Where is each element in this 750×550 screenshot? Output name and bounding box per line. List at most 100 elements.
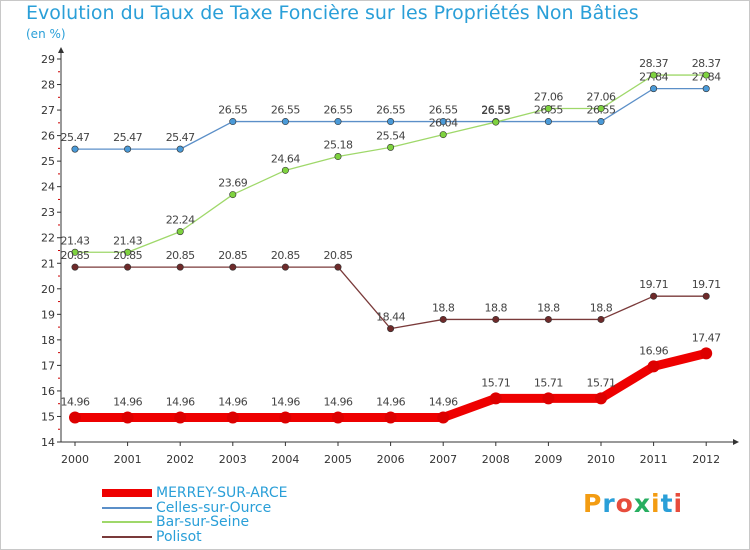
data-point: [650, 85, 658, 93]
legend-swatch: [102, 506, 152, 509]
x-axis-arrow: [733, 439, 739, 445]
y-tick-label: 17: [41, 359, 55, 372]
x-tick-label: 2000: [61, 453, 89, 466]
chart-title: Evolution du Taux de Taxe Foncière sur l…: [26, 2, 639, 24]
legend-item: MERREY-SUR-ARCE: [102, 486, 287, 501]
data-label: 18.8: [485, 301, 508, 314]
data-point: [650, 292, 658, 300]
data-point: [700, 347, 713, 360]
y-tick-label: 19: [41, 308, 55, 321]
legend-item: Polisot: [102, 530, 287, 545]
data-point: [489, 392, 502, 405]
data-label: 26.55: [481, 104, 510, 117]
brand-letter: P: [583, 489, 603, 518]
x-tick-label: 2007: [429, 453, 457, 466]
data-point: [176, 145, 184, 153]
data-point: [387, 325, 395, 333]
data-point: [176, 228, 184, 236]
data-label: 20.85: [61, 249, 90, 262]
data-label: 15.71: [481, 376, 510, 389]
data-point: [595, 392, 607, 405]
data-point: [281, 118, 289, 126]
y-tick-label: 28: [41, 79, 55, 92]
data-label: 26.55: [271, 104, 300, 117]
y-tick-label: 25: [41, 155, 55, 168]
data-label: 25.54: [376, 129, 405, 142]
data-point: [387, 143, 395, 151]
data-label: 19.71: [692, 278, 721, 291]
data-point: [69, 411, 81, 424]
data-label: 20.85: [324, 249, 353, 262]
data-point: [702, 71, 710, 79]
legend-swatch: [102, 521, 152, 524]
data-label: 14.96: [166, 395, 195, 408]
x-tick-label: 2006: [377, 453, 405, 466]
data-label: 27.06: [587, 91, 616, 104]
data-label: 26.04: [429, 117, 458, 130]
data-point: [387, 118, 395, 126]
data-label: 18.8: [432, 301, 455, 314]
data-label: 25.47: [113, 131, 142, 144]
y-tick-label: 15: [41, 410, 55, 423]
data-point: [229, 263, 237, 271]
data-point: [174, 411, 187, 424]
brand-logo: Proxiti: [583, 489, 683, 518]
data-point: [281, 166, 289, 174]
data-point: [71, 263, 79, 271]
data-point: [176, 263, 184, 271]
data-point: [226, 411, 239, 424]
data-label: 14.96: [113, 395, 142, 408]
data-point: [597, 118, 605, 126]
y-tick-label: 26: [41, 130, 55, 143]
data-label: 23.69: [218, 177, 247, 190]
x-tick-label: 2010: [587, 453, 615, 466]
y-axis-arrow: [58, 47, 64, 53]
data-point: [702, 85, 710, 93]
y-tick-label: 23: [41, 206, 55, 219]
data-point: [124, 248, 132, 256]
legend-swatch: [102, 489, 152, 498]
y-tick-label: 27: [41, 104, 55, 117]
data-point: [492, 118, 500, 126]
brand-letter: x: [633, 489, 651, 518]
data-label: 16.96: [639, 344, 668, 357]
data-label: 26.55: [376, 104, 405, 117]
data-point: [281, 263, 289, 271]
data-point: [124, 145, 132, 153]
data-point: [647, 360, 660, 373]
data-label: 18.8: [537, 301, 560, 314]
data-point: [702, 292, 710, 300]
legend-label: Bar-sur-Seine: [156, 514, 250, 531]
data-point: [597, 105, 605, 113]
data-point: [542, 392, 555, 405]
data-label: 14.96: [271, 395, 300, 408]
data-label: 26.53: [481, 104, 510, 117]
x-tick-label: 2003: [219, 453, 247, 466]
data-point: [332, 411, 344, 424]
data-point: [650, 71, 658, 79]
data-label: 15.71: [534, 376, 563, 389]
data-point: [437, 411, 450, 424]
legend: MERREY-SUR-ARCE Celles-sur-Ource Bar-sur-S…: [102, 486, 287, 544]
brand-letter: r: [602, 489, 616, 518]
brand-letter: o: [615, 489, 634, 518]
y-tick-label: 14: [41, 436, 55, 449]
legend-label: Celles-sur-Ource: [156, 499, 272, 516]
data-label: 20.85: [271, 249, 300, 262]
data-label: 20.85: [218, 249, 247, 262]
data-point: [71, 248, 79, 256]
x-tick-label: 2008: [482, 453, 510, 466]
data-label: 28.37: [639, 57, 668, 70]
legend-label: MERREY-SUR-ARCE: [156, 485, 288, 502]
data-point: [229, 191, 237, 199]
data-point: [71, 145, 79, 153]
data-point: [334, 153, 342, 161]
legend-item: Bar-sur-Seine: [102, 515, 287, 530]
x-tick-label: 2004: [271, 453, 299, 466]
data-point: [544, 105, 552, 113]
data-label: 24.64: [271, 152, 300, 165]
data-label: 14.96: [61, 395, 90, 408]
y-tick-label: 18: [41, 334, 55, 347]
y-tick-label: 20: [41, 283, 55, 296]
